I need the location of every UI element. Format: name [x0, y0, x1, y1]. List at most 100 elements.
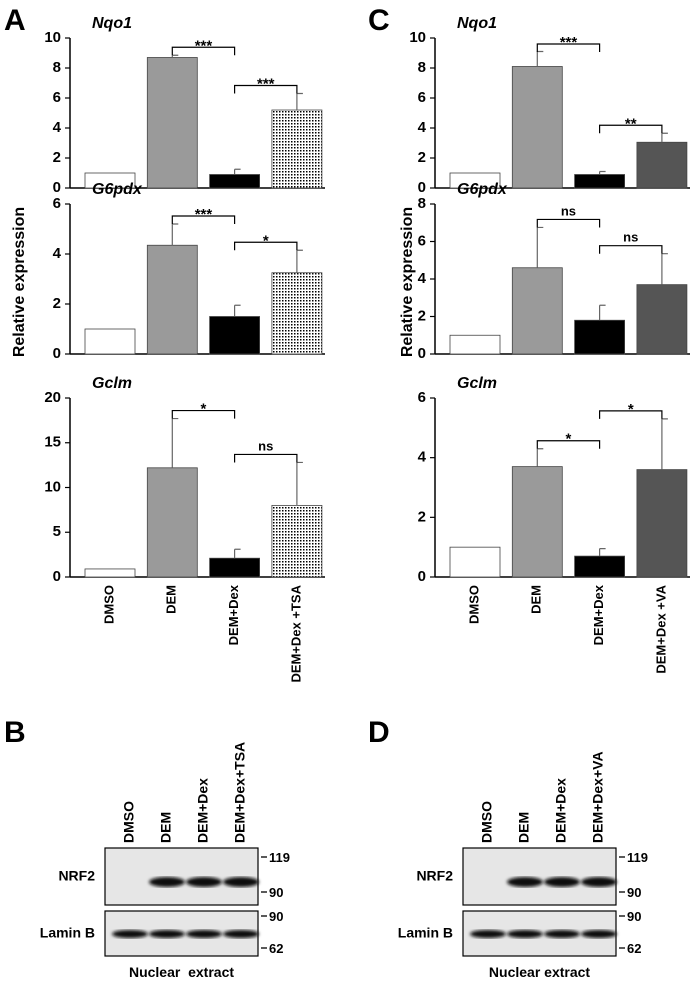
bar	[574, 555, 625, 578]
significance-label: *	[263, 232, 269, 249]
y-tick-label: 0	[418, 568, 426, 585]
marker-label: 119	[269, 850, 290, 865]
significance-bracket	[171, 215, 236, 224]
error-bar	[599, 170, 606, 175]
blot-band	[149, 877, 185, 887]
y-tick-label: 0	[418, 179, 426, 196]
significance-bracket	[234, 241, 298, 251]
error-bar	[234, 168, 241, 175]
y-tick-label: 4	[53, 119, 62, 136]
y-tick-label: 6	[418, 389, 426, 406]
chart-title: Gclm	[457, 375, 497, 392]
bar	[574, 319, 625, 355]
error-bar	[296, 461, 303, 506]
bar	[146, 244, 198, 355]
chart-title: Nqo1	[457, 15, 497, 32]
y-tick-label: 5	[53, 523, 61, 540]
y-axis-label: Relative expression	[399, 207, 416, 357]
bar	[146, 57, 198, 189]
blot-band	[223, 930, 259, 938]
error-bar	[296, 249, 303, 273]
y-axis-label: Relative expression	[11, 207, 28, 357]
y-tick-label: 8	[53, 59, 61, 76]
chart-title: Nqo1	[92, 15, 132, 32]
bar	[209, 174, 261, 189]
row-label: NRF2	[58, 868, 95, 884]
y-tick-label: 6	[418, 89, 426, 106]
y-tick-label: 4	[53, 245, 62, 262]
bar	[271, 272, 323, 355]
caption: Nuclear extract	[489, 964, 591, 980]
significance-label: ***	[560, 34, 578, 51]
marker-label: 90	[269, 885, 283, 900]
blot-band	[112, 930, 148, 938]
blot-band	[186, 877, 222, 887]
blot-band	[149, 930, 185, 938]
significance-bracket	[536, 43, 601, 52]
significance-label: ***	[195, 206, 213, 223]
significance-label: ns	[623, 230, 638, 245]
bar	[84, 328, 136, 355]
y-tick-label: 20	[44, 389, 61, 406]
y-tick-label: 2	[53, 295, 61, 312]
bar	[449, 546, 501, 578]
x-tick-label: DMSO	[466, 585, 481, 624]
lane-label: DEM+Dex+VA	[590, 751, 606, 843]
bar	[146, 467, 198, 578]
significance-label: *	[201, 401, 207, 418]
error-bar	[234, 304, 241, 317]
y-tick-label: 4	[418, 270, 427, 287]
significance-label: ns	[258, 438, 273, 453]
row-label: Lamin B	[398, 925, 453, 941]
y-tick-label: 0	[53, 179, 61, 196]
bar	[511, 466, 563, 578]
blot-band	[470, 930, 506, 938]
y-tick-label: 6	[53, 89, 61, 106]
error-bar	[536, 448, 544, 467]
bar	[84, 172, 136, 189]
lane-label: DMSO	[121, 801, 137, 843]
caption: Nuclear extract	[129, 964, 234, 980]
marker-label: 62	[627, 941, 641, 956]
error-bar	[171, 223, 179, 246]
significance-label: ***	[257, 76, 275, 93]
y-tick-label: 10	[44, 478, 61, 495]
x-tick-label: DEM+Dex +VA	[653, 584, 668, 673]
bar	[84, 568, 136, 578]
bar	[271, 109, 323, 189]
bar	[209, 557, 261, 578]
y-tick-label: 15	[44, 434, 61, 451]
y-tick-label: 2	[418, 149, 426, 166]
error-bar	[171, 54, 179, 58]
x-tick-label: DMSO	[101, 585, 116, 624]
bar	[511, 267, 563, 355]
bar	[271, 504, 323, 578]
y-tick-label: 6	[53, 195, 61, 212]
significance-label: ***	[195, 37, 213, 54]
blot-box	[462, 847, 617, 906]
row-label: NRF2	[416, 868, 453, 884]
y-tick-label: 0	[418, 345, 426, 362]
blot-box	[104, 847, 259, 906]
y-tick-label: 2	[418, 508, 426, 525]
marker-label: 119	[627, 850, 648, 865]
significance-bracket	[599, 245, 663, 254]
x-tick-label: DEM	[164, 585, 179, 614]
marker-label: 62	[269, 941, 283, 956]
bar	[449, 172, 501, 189]
significance-label: **	[625, 115, 637, 132]
significance-bracket	[234, 84, 298, 94]
error-bar	[234, 548, 241, 559]
error-bar	[661, 418, 668, 470]
bar	[636, 284, 688, 355]
error-bar	[296, 92, 303, 110]
error-bar	[536, 226, 544, 268]
lane-label: DMSO	[479, 801, 495, 843]
error-bar	[661, 253, 668, 285]
blot-band	[581, 877, 617, 887]
blot-band	[544, 930, 580, 938]
bar	[574, 174, 625, 189]
significance-bracket	[599, 124, 663, 134]
panel-letter: A	[4, 4, 26, 37]
